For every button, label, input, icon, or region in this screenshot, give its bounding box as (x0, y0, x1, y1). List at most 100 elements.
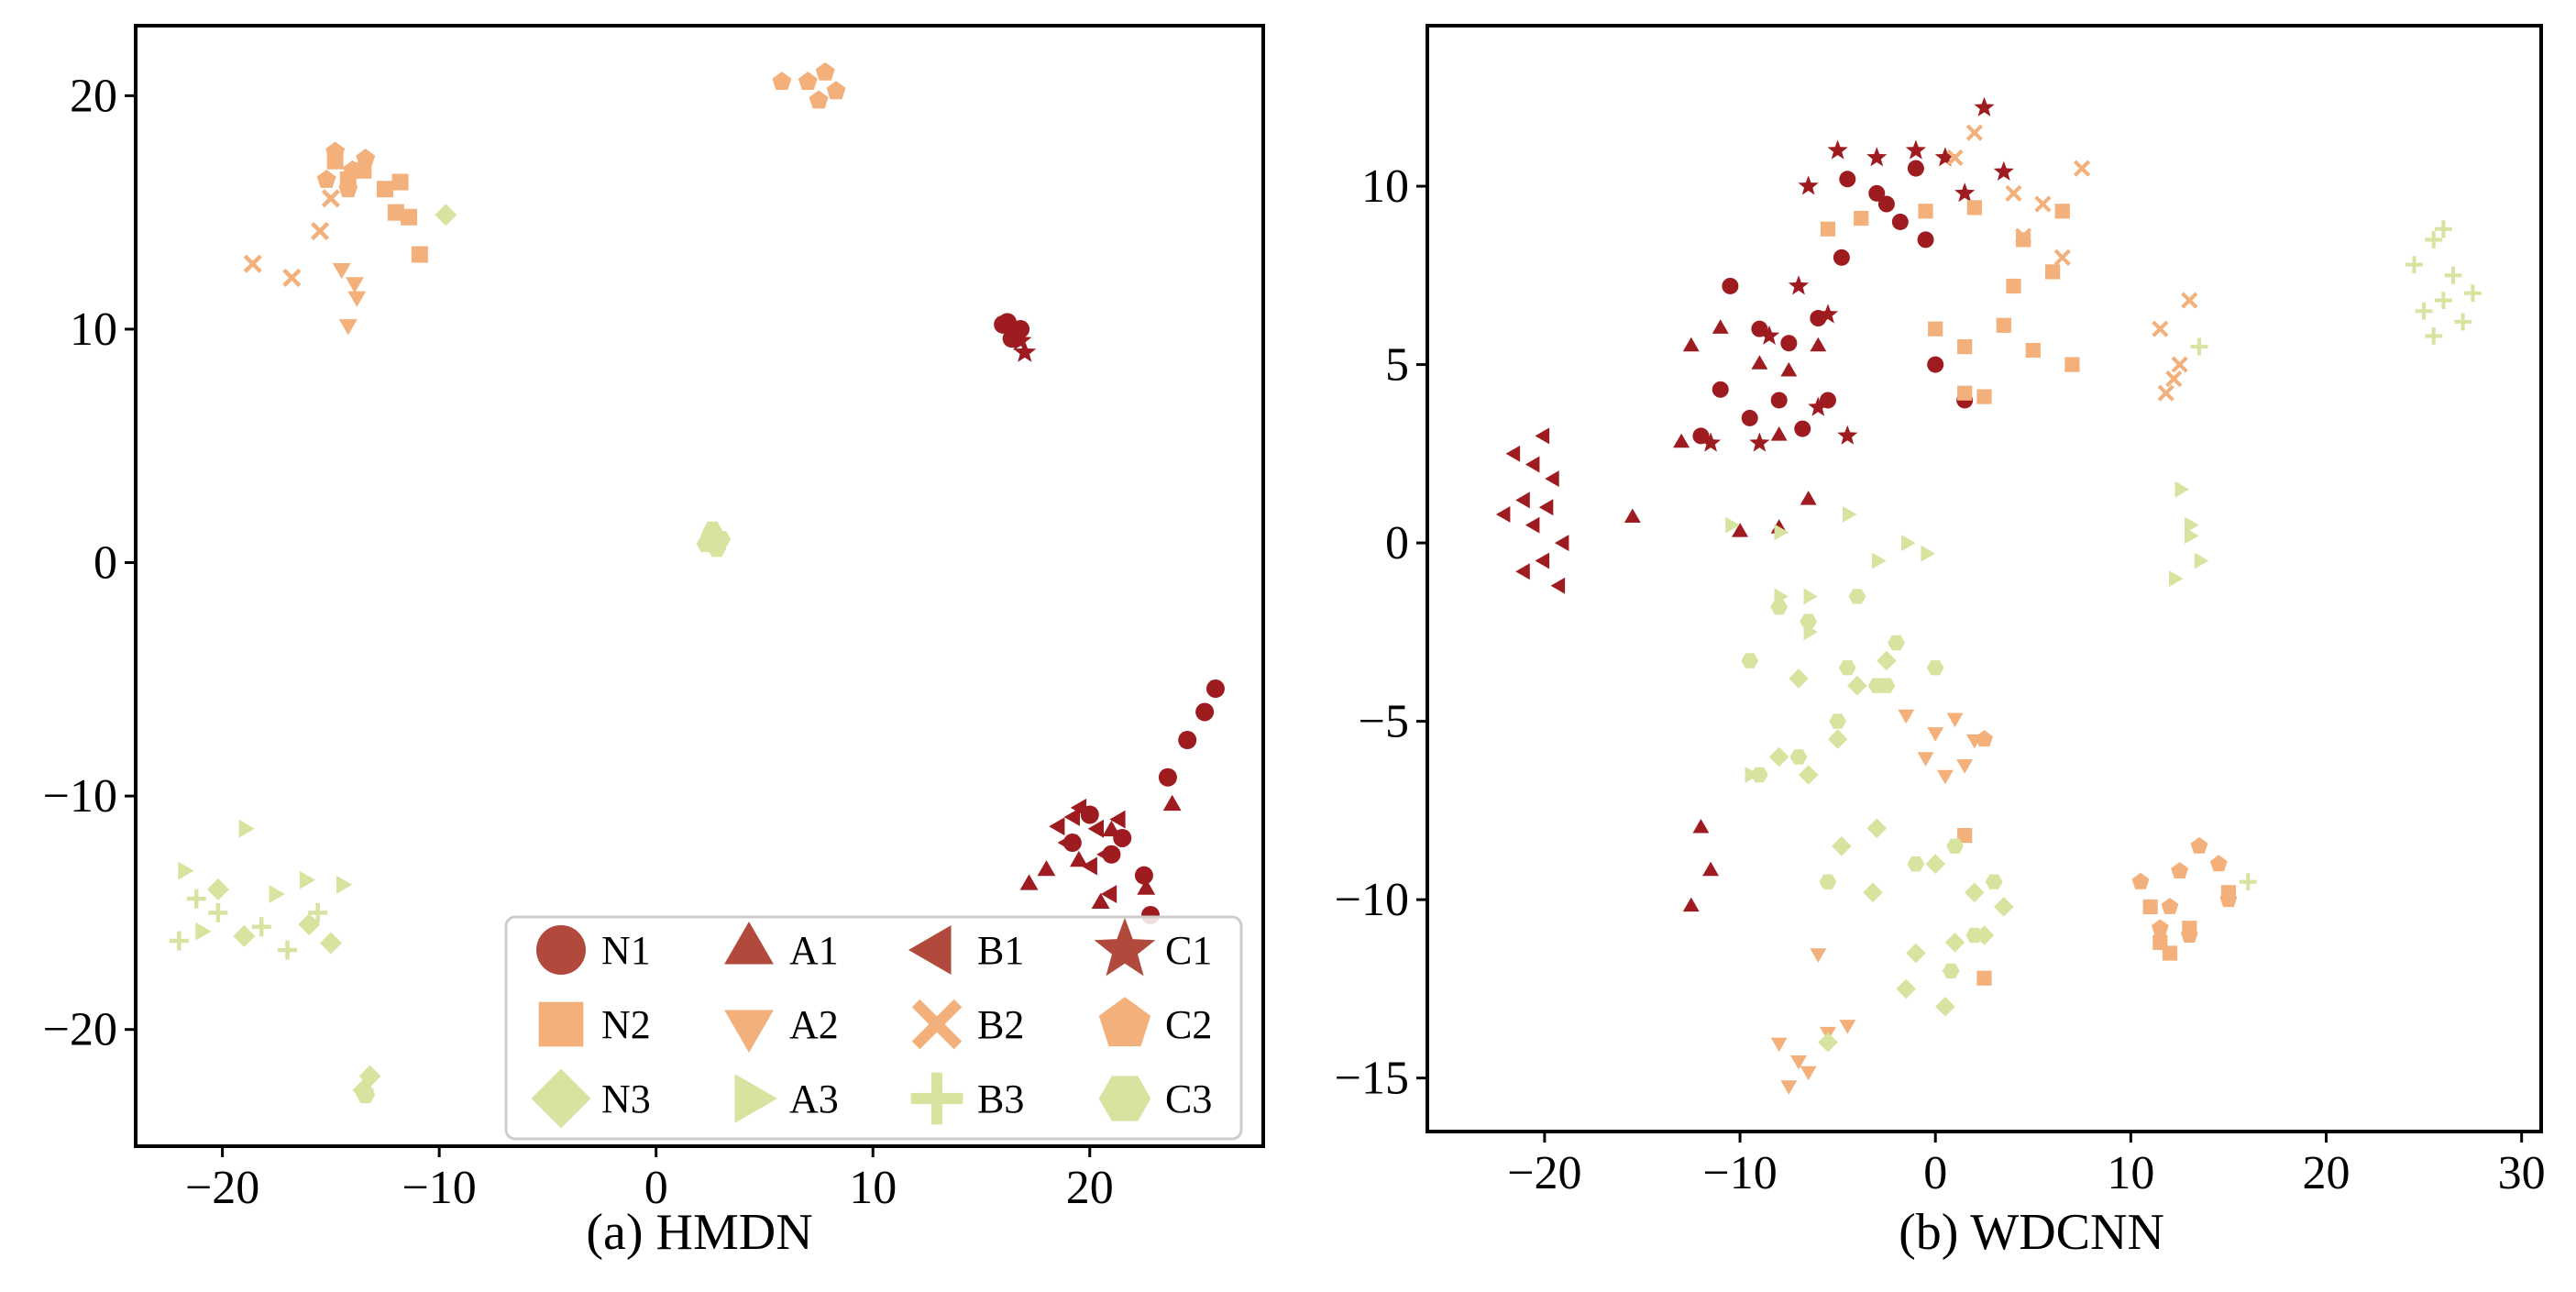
point-a3 (2194, 552, 2209, 569)
point-b2 (310, 221, 330, 241)
point-b1 (1087, 819, 1104, 838)
point-n1 (1833, 248, 1850, 266)
point-b1 (1100, 885, 1117, 903)
point-b1 (1515, 491, 1530, 509)
point-b2 (2165, 370, 2183, 388)
point-b3 (2190, 337, 2208, 356)
point-b2 (2015, 227, 2032, 245)
point-c2 (1976, 730, 1993, 747)
point-n1 (1205, 679, 1225, 699)
point-n2 (401, 208, 418, 226)
point-b3 (2434, 220, 2452, 238)
point-n3 (1768, 746, 1789, 767)
point-b2 (2171, 356, 2188, 373)
point-a1 (1091, 892, 1110, 909)
point-a2 (1917, 752, 1934, 767)
point-b2 (321, 189, 340, 208)
point-n1 (1927, 356, 1944, 373)
plot-frame-b (1426, 24, 2543, 1133)
point-c3 (707, 540, 727, 558)
point-n1 (1839, 171, 1856, 188)
point-b2 (2073, 160, 2091, 177)
point-n1 (1158, 767, 1177, 787)
point-c3 (700, 525, 721, 544)
point-a2 (1770, 1037, 1788, 1053)
point-n3 (1832, 836, 1852, 856)
point-a1 (1070, 850, 1088, 867)
point-c3 (1946, 838, 1964, 854)
point-a1 (1800, 491, 1817, 505)
point-n2 (1957, 828, 1973, 844)
scatter-marks-a (169, 61, 1225, 1104)
point-b3 (208, 902, 228, 922)
point-a2 (1790, 1055, 1807, 1070)
point-b2 (282, 268, 302, 288)
point-c1 (1934, 147, 1955, 167)
y-tick-label: 5 (1385, 339, 1409, 392)
point-b2 (2152, 320, 2169, 337)
y-tick-label: 10 (1361, 160, 1409, 213)
y-tick-label: −20 (43, 1004, 117, 1056)
point-b1 (1109, 810, 1126, 829)
point-b2 (243, 254, 262, 273)
point-b1 (1535, 552, 1550, 569)
point-a1 (1810, 337, 1827, 352)
point-c3 (1819, 874, 1837, 889)
point-c1 (1008, 328, 1032, 351)
point-b1 (1057, 834, 1073, 852)
legend: N1 A1 B1 C1 N2 A2 B2 C2 N3 A3 B3 C3 (504, 915, 1243, 1141)
point-n3 (1906, 943, 1926, 964)
point-b3 (2454, 313, 2472, 331)
point-n2 (1966, 200, 1982, 215)
legend-label-a1: A1 (789, 928, 839, 973)
legend-marker-b2 (911, 999, 963, 1050)
point-n3 (1863, 882, 1883, 903)
point-n2 (1957, 339, 1973, 355)
point-n1 (1770, 392, 1788, 409)
point-n2 (377, 181, 394, 198)
point-n2 (1957, 385, 1973, 401)
point-c1 (1837, 425, 1858, 445)
point-a3 (269, 885, 285, 903)
point-b1 (1081, 856, 1097, 876)
point-c3 (356, 1086, 376, 1104)
point-a2 (332, 263, 351, 280)
point-a3 (178, 861, 194, 880)
point-n3 (319, 932, 342, 955)
point-n3 (298, 913, 321, 936)
axis-ticks-a: −20 −10 0 10 20 −20 −10 0 10 20 (43, 70, 1114, 1214)
point-n3 (1789, 668, 1809, 689)
point-c3 (1750, 767, 1768, 783)
x-tick-label: 10 (849, 1162, 897, 1214)
point-c2 (2171, 862, 2189, 878)
point-n3 (1847, 675, 1867, 696)
point-c3 (1848, 589, 1866, 604)
point-c3 (1789, 749, 1808, 765)
point-b1 (1538, 499, 1554, 516)
y-tick-label: −10 (43, 770, 117, 823)
point-b1 (1063, 808, 1080, 826)
point-c1 (1817, 304, 1839, 324)
legend-label-b1: B1 (977, 928, 1024, 973)
point-b3 (2405, 256, 2423, 274)
point-c3 (1800, 613, 1818, 629)
point-b1 (1505, 445, 1521, 462)
point-b3 (2425, 230, 2443, 248)
point-n3 (233, 924, 256, 947)
point-n2 (2142, 899, 2158, 915)
point-a3 (2169, 570, 2184, 587)
point-n2 (1918, 204, 1933, 219)
point-n2 (2054, 204, 2070, 219)
point-n1 (1741, 409, 1758, 426)
point-c3 (1867, 678, 1886, 693)
point-b2 (2005, 184, 2022, 202)
point-a3 (2185, 527, 2199, 545)
point-b3 (2425, 327, 2443, 345)
point-b2 (2181, 292, 2198, 309)
point-n1 (1907, 160, 1924, 177)
point-c3 (1942, 963, 1960, 979)
point-n3 (1798, 765, 1819, 785)
point-b3 (186, 889, 206, 909)
